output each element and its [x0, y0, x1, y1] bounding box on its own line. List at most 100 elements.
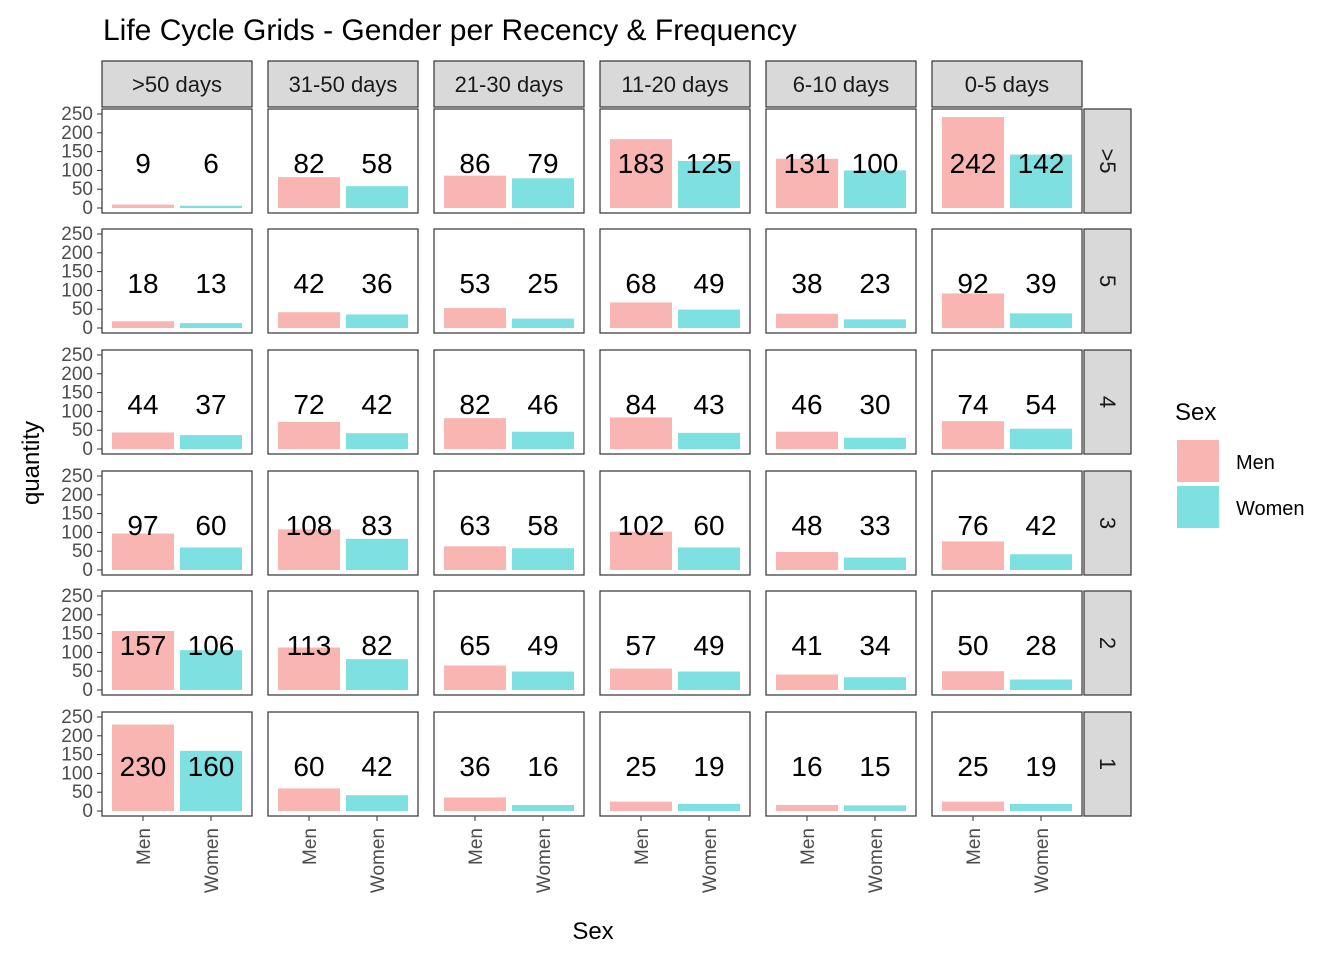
- panel-border: [267, 711, 419, 817]
- bar-women: [512, 671, 574, 690]
- data-label: 60: [293, 751, 324, 782]
- panel-border: [599, 349, 751, 455]
- bar-men: [776, 431, 838, 449]
- bar-women: [1010, 313, 1072, 328]
- data-label: 82: [293, 148, 324, 179]
- bar-men: [444, 797, 506, 811]
- column-strip-label: 11-20 days: [621, 72, 728, 97]
- bar-women: [180, 435, 242, 449]
- panel-border: [433, 470, 585, 576]
- bar-women: [1010, 679, 1072, 690]
- facet-panels: >50 days 31-50 days 21-30 days 11-20 days 6-…: [61, 60, 1132, 893]
- data-label: 9: [135, 148, 151, 179]
- row-strip-label: 5: [1095, 275, 1120, 287]
- data-label: 84: [625, 389, 656, 420]
- bar-women: [678, 547, 740, 570]
- y-tick-label: 50: [72, 541, 93, 562]
- y-tick-label: 100: [61, 642, 93, 663]
- column-strip: [599, 60, 751, 108]
- bar-women: [180, 323, 242, 328]
- bar-men: [942, 117, 1004, 208]
- data-label: 142: [1018, 148, 1065, 179]
- data-label: 18: [127, 268, 158, 299]
- data-label: 60: [195, 510, 226, 541]
- data-label: 92: [957, 268, 988, 299]
- data-label: 13: [195, 268, 226, 299]
- data-label: 106: [188, 630, 235, 661]
- bar-men: [776, 313, 838, 328]
- panel-border: [101, 228, 253, 334]
- x-tick-label: Women: [202, 828, 223, 893]
- column-strip: [267, 60, 419, 108]
- panel-background: [766, 712, 916, 816]
- data-label: 23: [859, 268, 890, 299]
- data-label: 16: [527, 751, 558, 782]
- bar-men: [278, 312, 340, 328]
- bar-women: [1010, 803, 1072, 811]
- y-tick-label: 150: [61, 142, 93, 163]
- column-strip: [931, 60, 1083, 108]
- x-tick-label: Men: [964, 828, 985, 865]
- panel-border: [433, 711, 585, 817]
- data-label: 25: [625, 751, 656, 782]
- row-strip: [1083, 108, 1132, 214]
- data-label: 113: [287, 630, 332, 661]
- panel-border: [599, 470, 751, 576]
- y-tick-label: 200: [61, 726, 93, 747]
- legend: Sex Men Women: [1175, 399, 1305, 528]
- panel-border: [931, 228, 1083, 334]
- y-tick-label: 0: [82, 801, 93, 822]
- x-tick-label: Men: [798, 828, 819, 865]
- data-label: 60: [693, 510, 724, 541]
- data-label: 44: [127, 389, 158, 420]
- row-strip-label: 2: [1095, 637, 1120, 649]
- y-tick-label: 0: [82, 680, 93, 701]
- bar-men: [112, 321, 174, 328]
- column-strip: [433, 60, 585, 108]
- bar-men: [112, 533, 174, 570]
- y-tick-label: 0: [82, 560, 93, 581]
- x-tick-label: Women: [534, 828, 555, 893]
- panel-border: [599, 108, 751, 214]
- y-tick-label: 200: [61, 485, 93, 506]
- bar-men: [610, 531, 672, 570]
- bar-men: [610, 801, 672, 811]
- y-tick-label: 50: [72, 179, 93, 200]
- y-tick-label: 150: [61, 745, 93, 766]
- data-label: 102: [618, 510, 665, 541]
- y-tick-label: 150: [61, 504, 93, 525]
- y-tick-label: 100: [61, 763, 93, 784]
- y-tick-label: 100: [61, 522, 93, 543]
- legend-key-men: [1177, 440, 1219, 482]
- data-label: 38: [791, 268, 822, 299]
- bar-women: [678, 671, 740, 690]
- panel-border: [765, 108, 917, 214]
- panel-border: [931, 349, 1083, 455]
- panel-border: [101, 349, 253, 455]
- bar-women: [180, 205, 242, 208]
- y-tick-label: 50: [72, 299, 93, 320]
- bar-women: [1010, 428, 1072, 449]
- y-tick-label: 200: [61, 243, 93, 264]
- x-tick-label: Women: [700, 828, 721, 893]
- bar-women: [1010, 154, 1072, 208]
- data-label: 16: [791, 751, 822, 782]
- bar-women: [678, 309, 740, 328]
- data-label: 160: [188, 751, 235, 782]
- panel-border: [765, 228, 917, 334]
- x-tick-label: Women: [368, 828, 389, 893]
- data-label: 19: [1025, 751, 1056, 782]
- bar-men: [942, 671, 1004, 690]
- bar-men: [942, 541, 1004, 570]
- data-label: 36: [361, 268, 392, 299]
- row-strip: [1083, 228, 1132, 334]
- data-label: 25: [957, 751, 988, 782]
- panel-border: [101, 108, 253, 214]
- column-strip-label: 6-10 days: [793, 72, 890, 97]
- panel-background: [932, 712, 1082, 816]
- data-label: 42: [1025, 510, 1056, 541]
- bar-women: [346, 795, 408, 811]
- panel-border: [765, 349, 917, 455]
- bar-men: [444, 665, 506, 690]
